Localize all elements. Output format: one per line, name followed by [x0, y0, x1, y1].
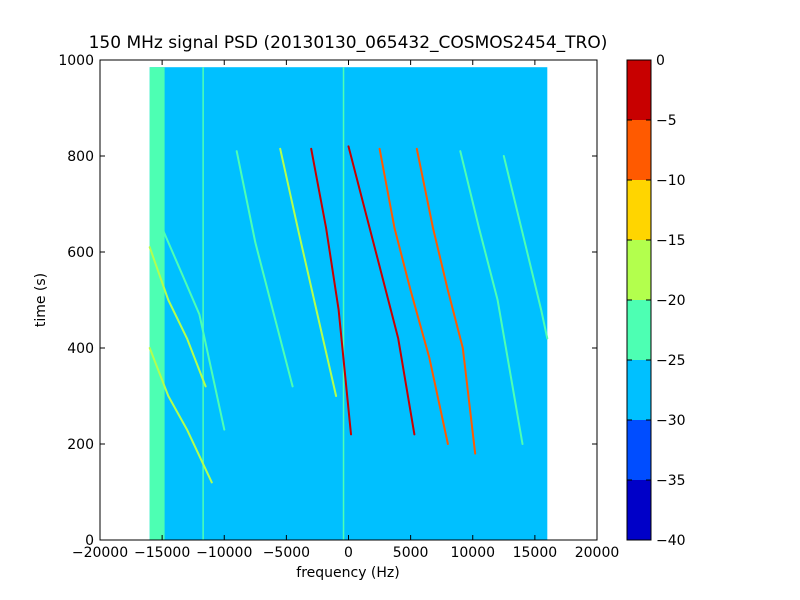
signal-track-7	[378, 147, 449, 445]
colorbar: 0 −5 −10 −15 −20 −25 −30 −35 −40	[626, 53, 686, 549]
colorbar-segment-5	[627, 180, 651, 240]
signal-track-9	[459, 150, 524, 445]
tracks-layer	[148, 145, 549, 484]
x-axis: −20000 −15000 −10000 −5000 0 5000 10000 15000 20…	[72, 60, 619, 561]
signal-track-4	[279, 147, 338, 397]
colorbar-segment-6	[627, 120, 651, 180]
y-tick-label-3: 600	[67, 245, 94, 261]
colorbar-tick-label-8: −40	[656, 533, 686, 549]
y-tick-label-2: 400	[67, 341, 94, 357]
x-tick-label-7: 15000	[513, 545, 558, 561]
x-tick-label-3: −5000	[263, 545, 310, 561]
colorbar-tick-label-3: −15	[656, 233, 686, 249]
colorbar-segment-1	[627, 420, 651, 480]
x-tick-label-4: 0	[344, 545, 353, 561]
signal-track-5	[310, 147, 352, 436]
x-tick-label-5: 5000	[393, 545, 429, 561]
signal-track-1	[148, 347, 213, 484]
signal-track-2	[161, 227, 226, 431]
y-tick-label-1: 200	[67, 437, 94, 453]
signal-track-8	[415, 147, 477, 455]
colorbar-segment-7	[627, 60, 651, 120]
colorbar-tick-label-1: −5	[656, 113, 677, 129]
colorbar-tick-label-2: −10	[656, 173, 686, 189]
colorbar-tick-label-0: 0	[656, 53, 665, 69]
heatmap-layer	[149, 67, 548, 540]
colorbar-tick-label-5: −25	[656, 353, 686, 369]
y-axis-label: time (s)	[33, 273, 49, 327]
x-axis-label: frequency (Hz)	[296, 565, 399, 581]
heatmap-band-0	[149, 67, 165, 540]
colorbar-segment-0	[627, 480, 651, 540]
chart-title: 150 MHz signal PSD (20130130_065432_COSM…	[89, 33, 608, 53]
colorbar-tick-label-7: −35	[656, 473, 686, 489]
signal-track-3	[235, 150, 294, 388]
x-tick-label-8: 20000	[575, 545, 620, 561]
x-tick-label-2: −10000	[196, 545, 252, 561]
colorbar-segment-3	[627, 300, 651, 360]
y-tick-label-4: 800	[67, 149, 94, 165]
signal-track-0	[148, 246, 207, 388]
y-tick-label-0: 0	[85, 533, 94, 549]
y-tick-label-5: 1000	[58, 53, 94, 69]
x-tick-label-0: −20000	[72, 545, 128, 561]
x-tick-label-6: 10000	[450, 545, 495, 561]
y-axis: 0 200 400 600 800 1000	[58, 53, 597, 549]
colorbar-segment-2	[627, 360, 651, 420]
colorbar-tick-label-6: −30	[656, 413, 686, 429]
signal-track-6	[347, 145, 416, 436]
heatmap-background	[149, 67, 548, 540]
colorbar-tick-label-4: −20	[656, 293, 686, 309]
signal-track-10	[502, 155, 549, 340]
colorbar-segment-4	[627, 240, 651, 300]
x-tick-label-1: −15000	[134, 545, 190, 561]
